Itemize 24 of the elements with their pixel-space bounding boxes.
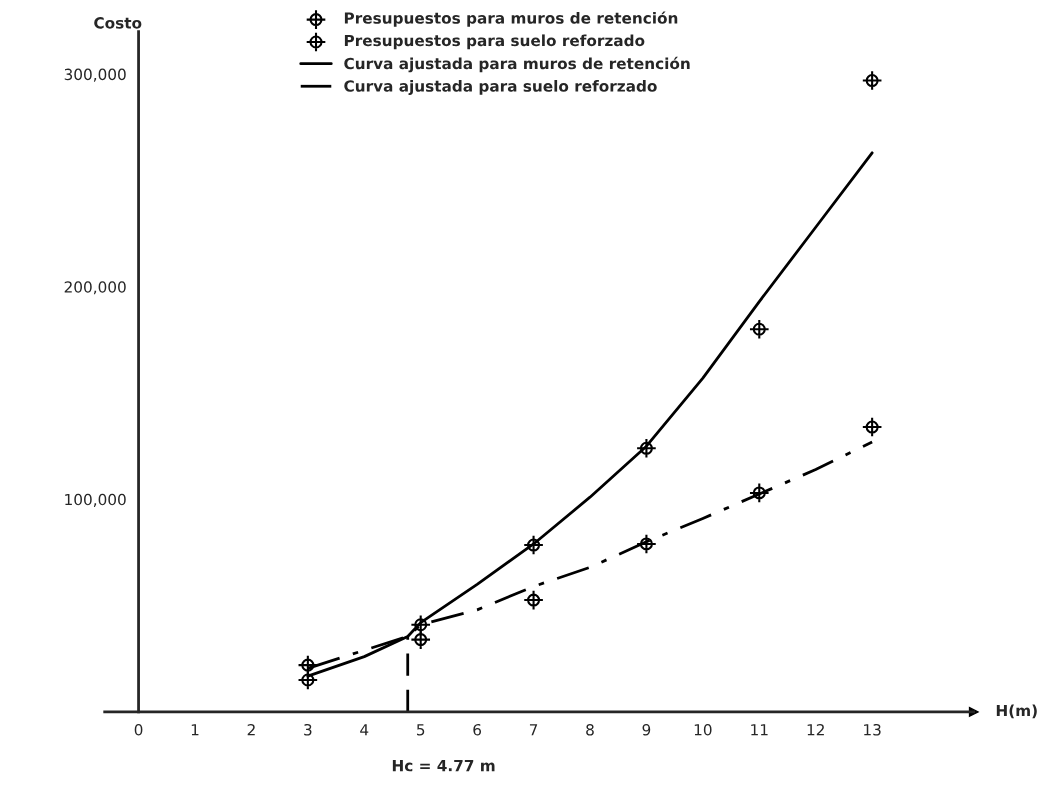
legend-label: Presupuestos para muros de retención [344,11,678,27]
text: Hc = 4.77 m [392,759,495,772]
x-tick-label: 9 [642,723,651,736]
x-tick-label: 13 [864,723,881,736]
x-tick-label: 7 [529,724,538,736]
x-tick-label: 8 [586,723,594,736]
x-tick-label: 0 [134,723,143,736]
x-tick-label: 1 [191,724,199,736]
x-tick-label: 5 [417,724,425,736]
y-axis-title: Costo [94,17,142,29]
y-tick-label: 300,000 [64,68,126,82]
y-tick-label: 100,000 [65,493,126,507]
legend-label: Curva ajustada para muros de retención [344,56,690,73]
x-tick-label: 11 [751,724,768,736]
x-tick-label: 10 [694,723,712,736]
y-tick-label: 200,000 [64,281,126,295]
x-axis-title: H(m) [996,704,1037,719]
legend-label: Curva ajustada para suelo reforzado [344,79,657,95]
x-tick-label: 12 [807,723,824,736]
x-tick-label: 4 [360,724,369,736]
x-tick-label: 6 [473,723,482,736]
legend-label: Presupuestos para suelo reforzado [344,34,645,50]
x-tick-label: 2 [247,723,255,736]
x-tick-label: 3 [304,723,312,736]
